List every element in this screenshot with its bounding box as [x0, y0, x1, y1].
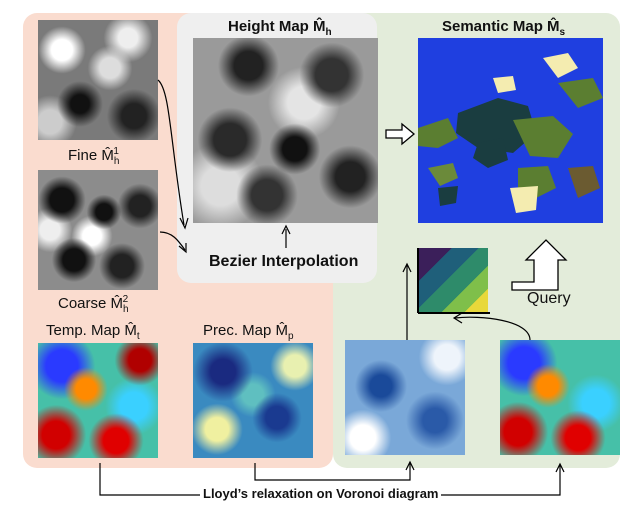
query-label: Query	[527, 290, 571, 307]
temp-map-image	[38, 343, 158, 458]
coarse-noise-image	[38, 170, 158, 290]
semantic-map-title: Semantic Map M̂s	[442, 18, 566, 38]
lloyd-label: Lloyd’s relaxation on Voronoi diagram	[200, 486, 442, 501]
height-map-image	[193, 38, 378, 223]
fine-noise-image	[38, 20, 158, 140]
biome-lookup-grid	[418, 248, 488, 313]
bezier-label: Bezier Interpolation	[209, 253, 359, 270]
voronoi-prec-image	[345, 340, 465, 455]
coarse-label: Coarse M̂h2	[58, 294, 129, 315]
temp-map-label: Temp. Map M̂t	[46, 322, 140, 342]
prec-map-label: Prec. Map M̂p	[203, 322, 294, 342]
semantic-map-image	[418, 38, 603, 223]
height-map-title: Height Map M̂h	[228, 18, 332, 38]
voronoi-temp-image	[500, 340, 620, 455]
prec-map-image	[193, 343, 313, 458]
fine-label: Fine M̂h1	[68, 146, 120, 167]
semantic-map-regions	[418, 53, 603, 213]
